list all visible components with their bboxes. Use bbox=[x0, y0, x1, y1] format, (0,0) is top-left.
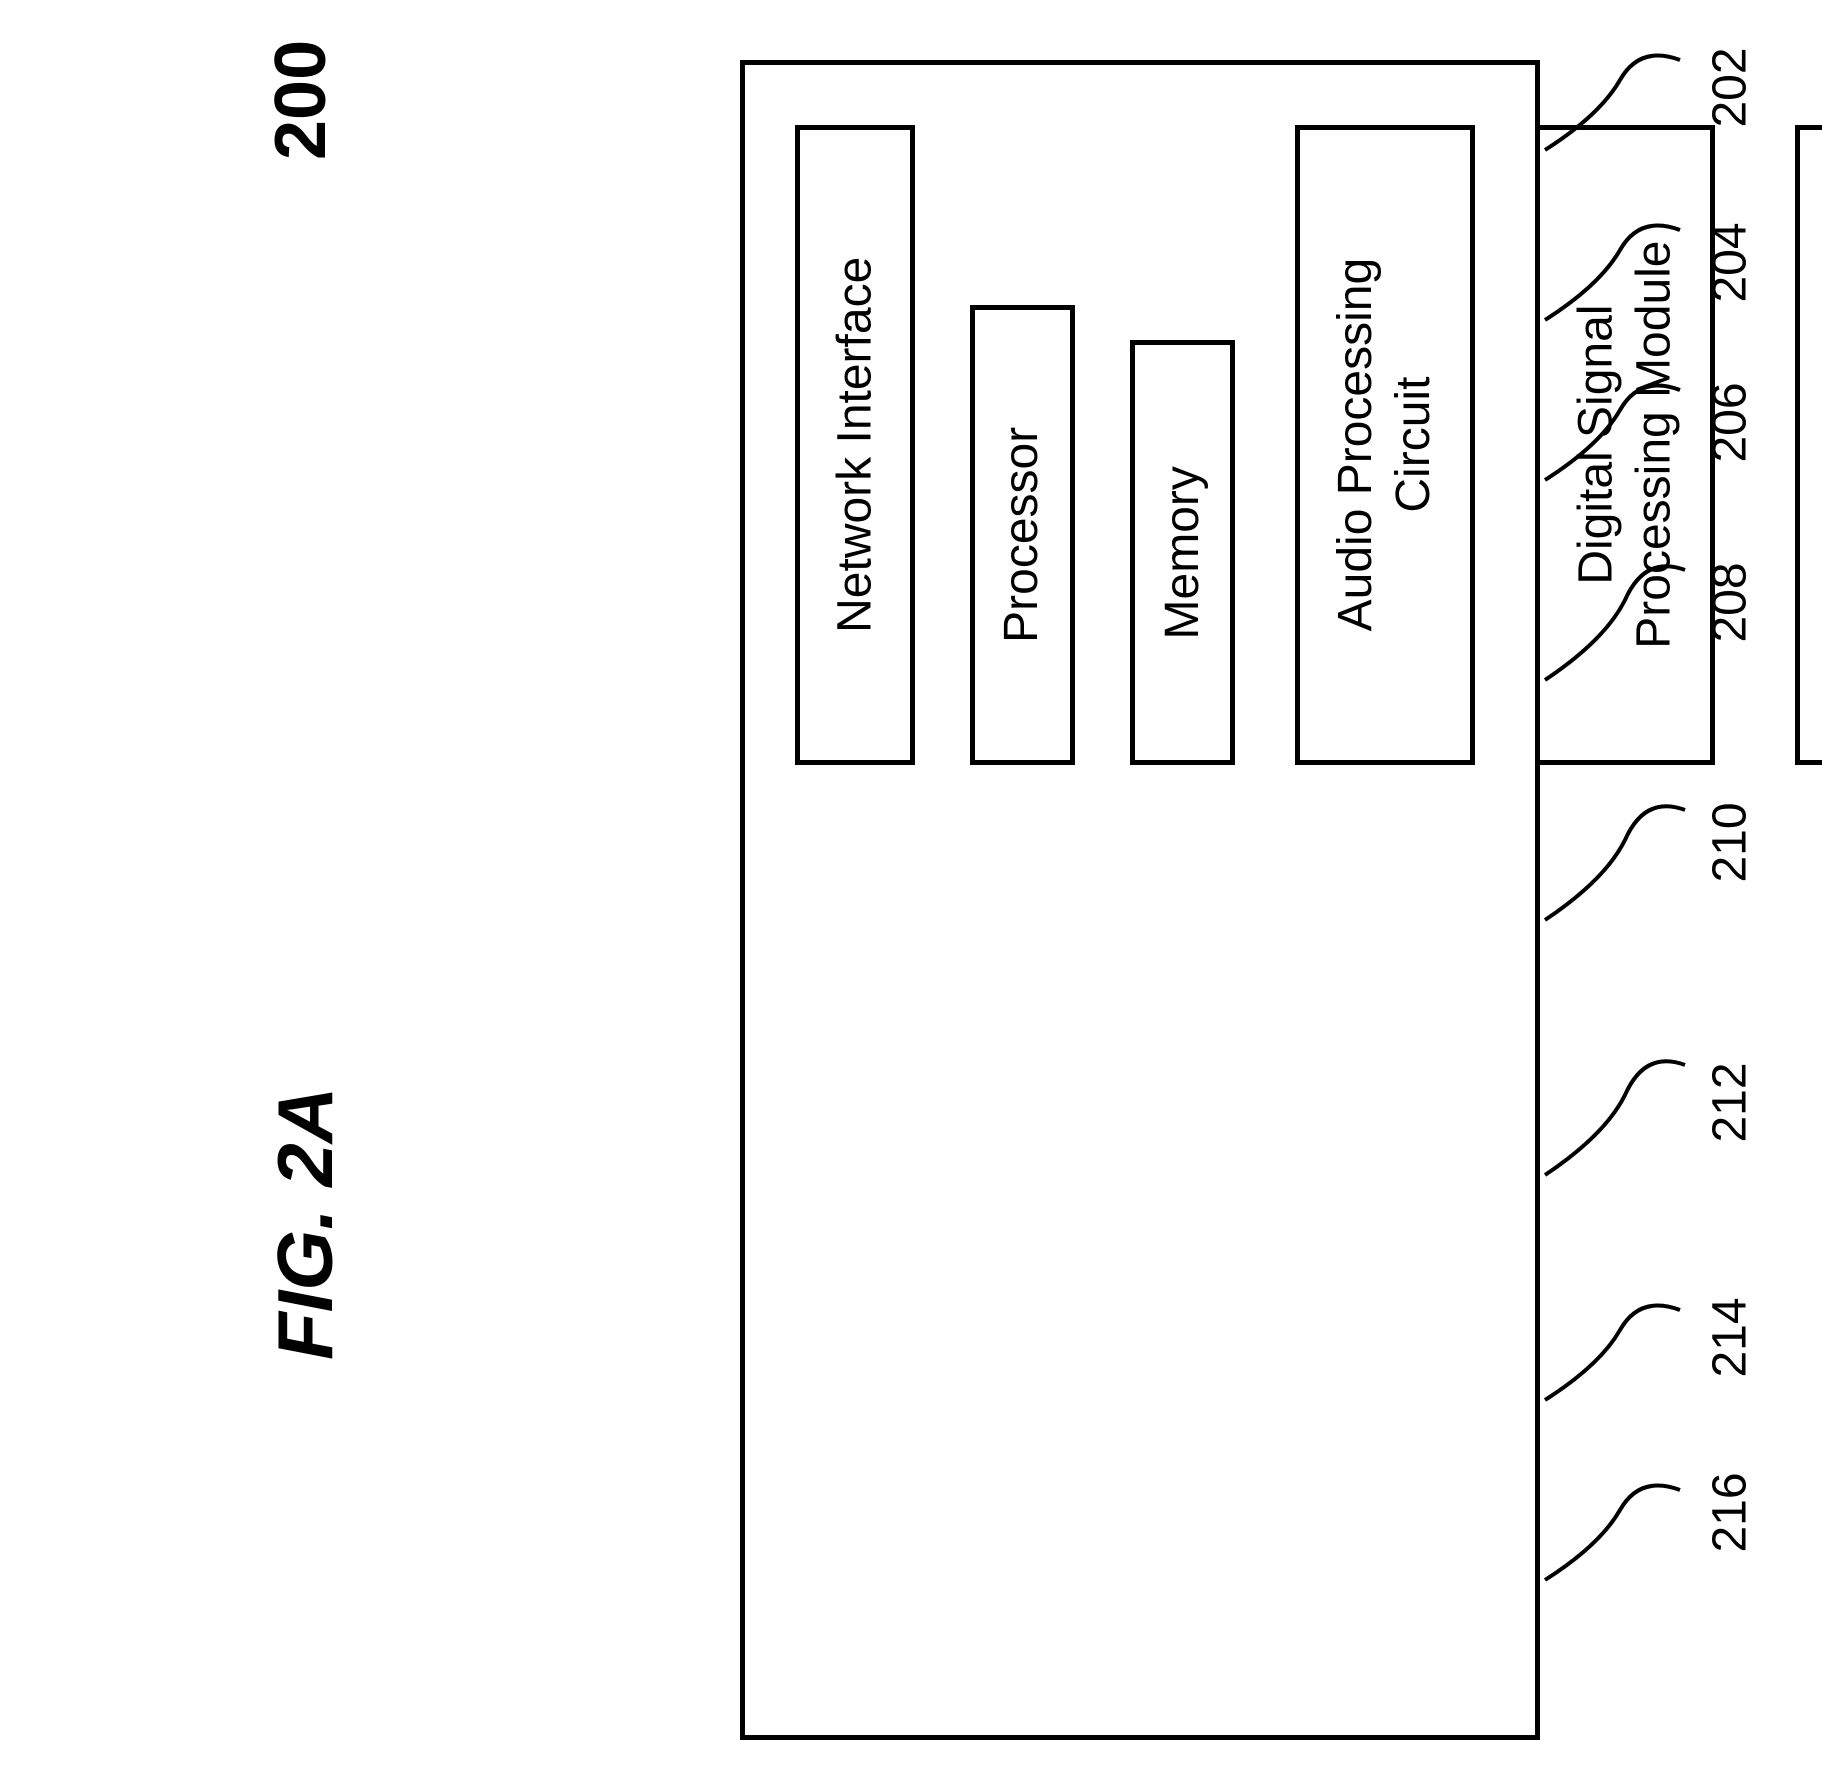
main-reference-label: 200 bbox=[260, 40, 342, 160]
leader-line-216 bbox=[1545, 1486, 1680, 1581]
ref-208: 208 bbox=[1703, 562, 1758, 642]
block-dsp: Digital SignalProcessing Module bbox=[1535, 125, 1715, 765]
block-subwoofer: Subwoofer DetectionModule bbox=[1795, 125, 1822, 765]
block-label-audio-proc: Audio ProcessingCircuit bbox=[1327, 258, 1442, 632]
block-label-processor: Processor bbox=[994, 427, 1052, 643]
block-audio-proc: Audio ProcessingCircuit bbox=[1295, 125, 1475, 765]
ref-210: 210 bbox=[1703, 802, 1758, 882]
leader-line-214 bbox=[1545, 1306, 1680, 1401]
block-label-dsp: Digital SignalProcessing Module bbox=[1567, 241, 1682, 649]
ref-206: 206 bbox=[1703, 382, 1758, 462]
block-net-if: Network Interface bbox=[795, 125, 915, 765]
block-processor: Processor bbox=[970, 305, 1075, 765]
ref-204: 204 bbox=[1703, 222, 1758, 302]
leader-line-212 bbox=[1545, 1061, 1685, 1175]
block-label-net-if: Network Interface bbox=[826, 257, 884, 633]
device-container-box: Network Interface Processor Memory Audio Pr… bbox=[740, 60, 1540, 1740]
figure-label: FIG. 2A bbox=[260, 1087, 351, 1360]
block-memory: Memory bbox=[1130, 340, 1235, 765]
block-label-memory: Memory bbox=[1154, 466, 1212, 639]
ref-216: 216 bbox=[1703, 1472, 1758, 1552]
leader-line-210 bbox=[1545, 806, 1685, 920]
ref-214: 214 bbox=[1703, 1297, 1758, 1377]
ref-202: 202 bbox=[1703, 47, 1758, 127]
ref-212: 212 bbox=[1703, 1062, 1758, 1142]
